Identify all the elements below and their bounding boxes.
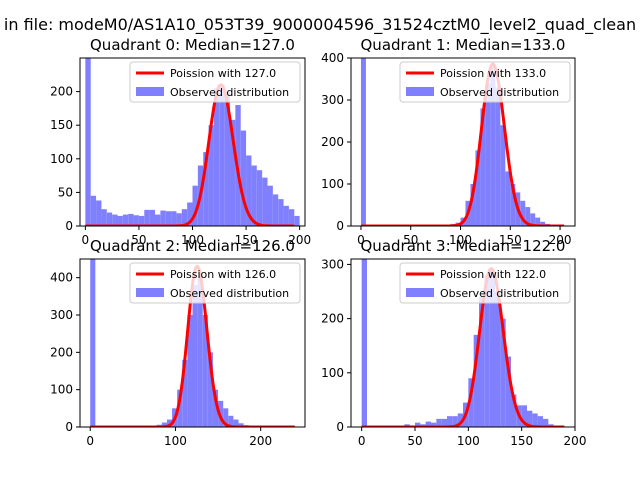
legend-label-poisson: Poission with 127.0	[170, 67, 276, 80]
y-tick-label: 200	[50, 345, 73, 359]
y-tick-label: 0	[336, 420, 344, 434]
x-tick-label: 100	[164, 434, 187, 448]
legend: Poission with 126.0 Observed distribution	[130, 263, 300, 303]
y-tick-label: 300	[321, 93, 344, 107]
legend-label-observed: Observed distribution	[440, 86, 559, 99]
x-tick-label: 150	[510, 434, 533, 448]
hist-bar	[166, 211, 171, 226]
y-tick-label: 0	[336, 219, 344, 233]
panels-group: 0 50 100 150 200 0 50 100 150 200 Quadrant 0: Medi…	[50, 36, 586, 448]
panel-title: Quadrant 1: Median=133.0	[361, 36, 566, 54]
hist-bar	[257, 170, 262, 226]
hist-bar	[112, 215, 117, 226]
hist-bar	[123, 215, 128, 226]
hist-bar	[150, 210, 155, 226]
hist-bar	[251, 166, 256, 226]
legend-patch-swatch	[136, 87, 164, 96]
x-tick-label: 0	[358, 434, 366, 448]
hist-bar	[144, 210, 149, 226]
hist-bar	[241, 131, 246, 226]
y-tick-label: 50	[58, 185, 73, 199]
y-tick-label: 200	[321, 135, 344, 149]
hist-bar	[485, 83, 490, 226]
y-tick-label: 300	[50, 308, 73, 322]
hist-bar	[262, 178, 267, 226]
figure-suptitle: in file: modeM0/AS1A10_053T39_9000004596…	[4, 15, 636, 35]
x-tick-label: 200	[564, 434, 587, 448]
y-tick-label: 0	[65, 219, 73, 233]
hist-bar	[361, 58, 366, 226]
legend-label-poisson: Poission with 126.0	[170, 268, 276, 281]
hist-bar	[139, 216, 144, 226]
y-tick-label: 100	[50, 383, 73, 397]
hist-bar	[289, 209, 294, 226]
x-tick-label: 0	[82, 233, 90, 247]
hist-bar	[193, 285, 198, 427]
panel-3: 0 50 100 150 200 0 100 200 300 Quadrant 3: Median…	[321, 237, 586, 448]
legend: Poission with 133.0 Observed distribution	[400, 62, 570, 102]
y-tick-label: 400	[321, 51, 344, 65]
y-tick-label: 100	[321, 177, 344, 191]
hist-bar	[160, 211, 165, 226]
x-tick-label: 100	[457, 434, 480, 448]
hist-bar	[284, 206, 289, 226]
legend: Poission with 127.0 Observed distribution	[130, 62, 300, 102]
hist-bar	[505, 171, 510, 226]
hist-bar	[128, 214, 133, 226]
hist-bar	[91, 196, 96, 226]
legend-label-observed: Observed distribution	[170, 287, 289, 300]
panel-2: 0 100 200 0 100 200 300 400 Quadrant 2: Median=1…	[50, 237, 305, 448]
legend-patch-swatch	[136, 288, 164, 297]
legend-patch-swatch	[406, 87, 434, 96]
hist-bar	[219, 85, 224, 226]
hist-bar	[273, 194, 278, 226]
x-tick-label: 50	[407, 434, 422, 448]
legend-label-poisson: Poission with 133.0	[440, 67, 546, 80]
x-tick-label: 0	[86, 434, 94, 448]
hist-bar	[118, 216, 123, 226]
y-tick-label: 300	[321, 257, 344, 271]
y-tick-label: 100	[50, 152, 73, 166]
x-tick-label: 200	[249, 434, 272, 448]
hist-bar	[171, 211, 176, 226]
legend-patch-swatch	[406, 288, 434, 297]
y-tick-label: 100	[321, 366, 344, 380]
hist-bar	[96, 200, 101, 226]
panel-title: Quadrant 2: Median=126.0	[90, 237, 295, 255]
hist-bar	[134, 215, 139, 226]
hist-bar	[294, 216, 299, 226]
legend-label-observed: Observed distribution	[440, 287, 559, 300]
hist-bar	[495, 87, 500, 226]
y-tick-label: 400	[50, 271, 73, 285]
hist-bar	[90, 259, 95, 427]
hist-bar	[155, 215, 160, 226]
legend: Poission with 122.0 Observed distribution	[400, 263, 570, 303]
panel-title: Quadrant 3: Median=122.0	[361, 237, 566, 255]
y-tick-label: 200	[50, 85, 73, 99]
hist-bar	[85, 58, 90, 226]
hist-bar	[278, 199, 283, 226]
hist-bar	[362, 259, 367, 427]
hist-bar	[101, 209, 106, 226]
hist-bar	[532, 413, 537, 427]
legend-label-observed: Observed distribution	[170, 86, 289, 99]
y-tick-label: 200	[321, 312, 344, 326]
y-tick-label: 0	[65, 420, 73, 434]
hist-bar	[107, 213, 112, 226]
hist-bar	[268, 186, 273, 226]
y-tick-label: 150	[50, 118, 73, 132]
panel-title: Quadrant 0: Median=127.0	[90, 36, 295, 54]
hist-bar	[538, 416, 543, 427]
hist-bar	[176, 213, 181, 226]
legend-label-poisson: Poission with 122.0	[440, 268, 546, 281]
